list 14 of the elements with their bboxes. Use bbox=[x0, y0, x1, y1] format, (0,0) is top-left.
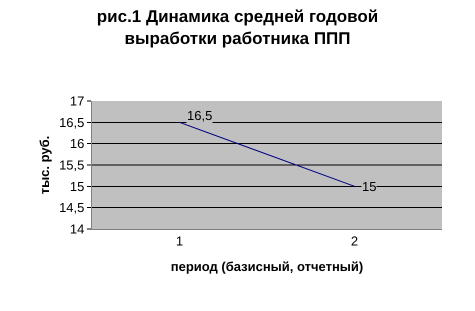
data-label: 15 bbox=[362, 179, 376, 194]
y-tick-label: 14 bbox=[70, 222, 84, 237]
y-axis-title: тыс. руб. bbox=[37, 136, 52, 194]
y-tick-label: 15,5 bbox=[59, 158, 84, 173]
x-tick-label: 1 bbox=[176, 234, 184, 249]
x-axis-title: период (базисный, отчетный) bbox=[170, 259, 364, 274]
y-tick-label: 16,5 bbox=[59, 114, 84, 130]
y-tick-label: 16 bbox=[70, 136, 84, 152]
chart-title: рис.1 Динамика средней годовой выработки работника ППП bbox=[96, 6, 378, 48]
data-label: 16,5 bbox=[187, 108, 212, 123]
y-tick-label: 15 bbox=[70, 178, 84, 194]
x-tick-label: 2 bbox=[350, 234, 358, 249]
y-tick-label: 14,5 bbox=[59, 200, 84, 216]
y-tick-label: 17 bbox=[70, 94, 84, 109]
